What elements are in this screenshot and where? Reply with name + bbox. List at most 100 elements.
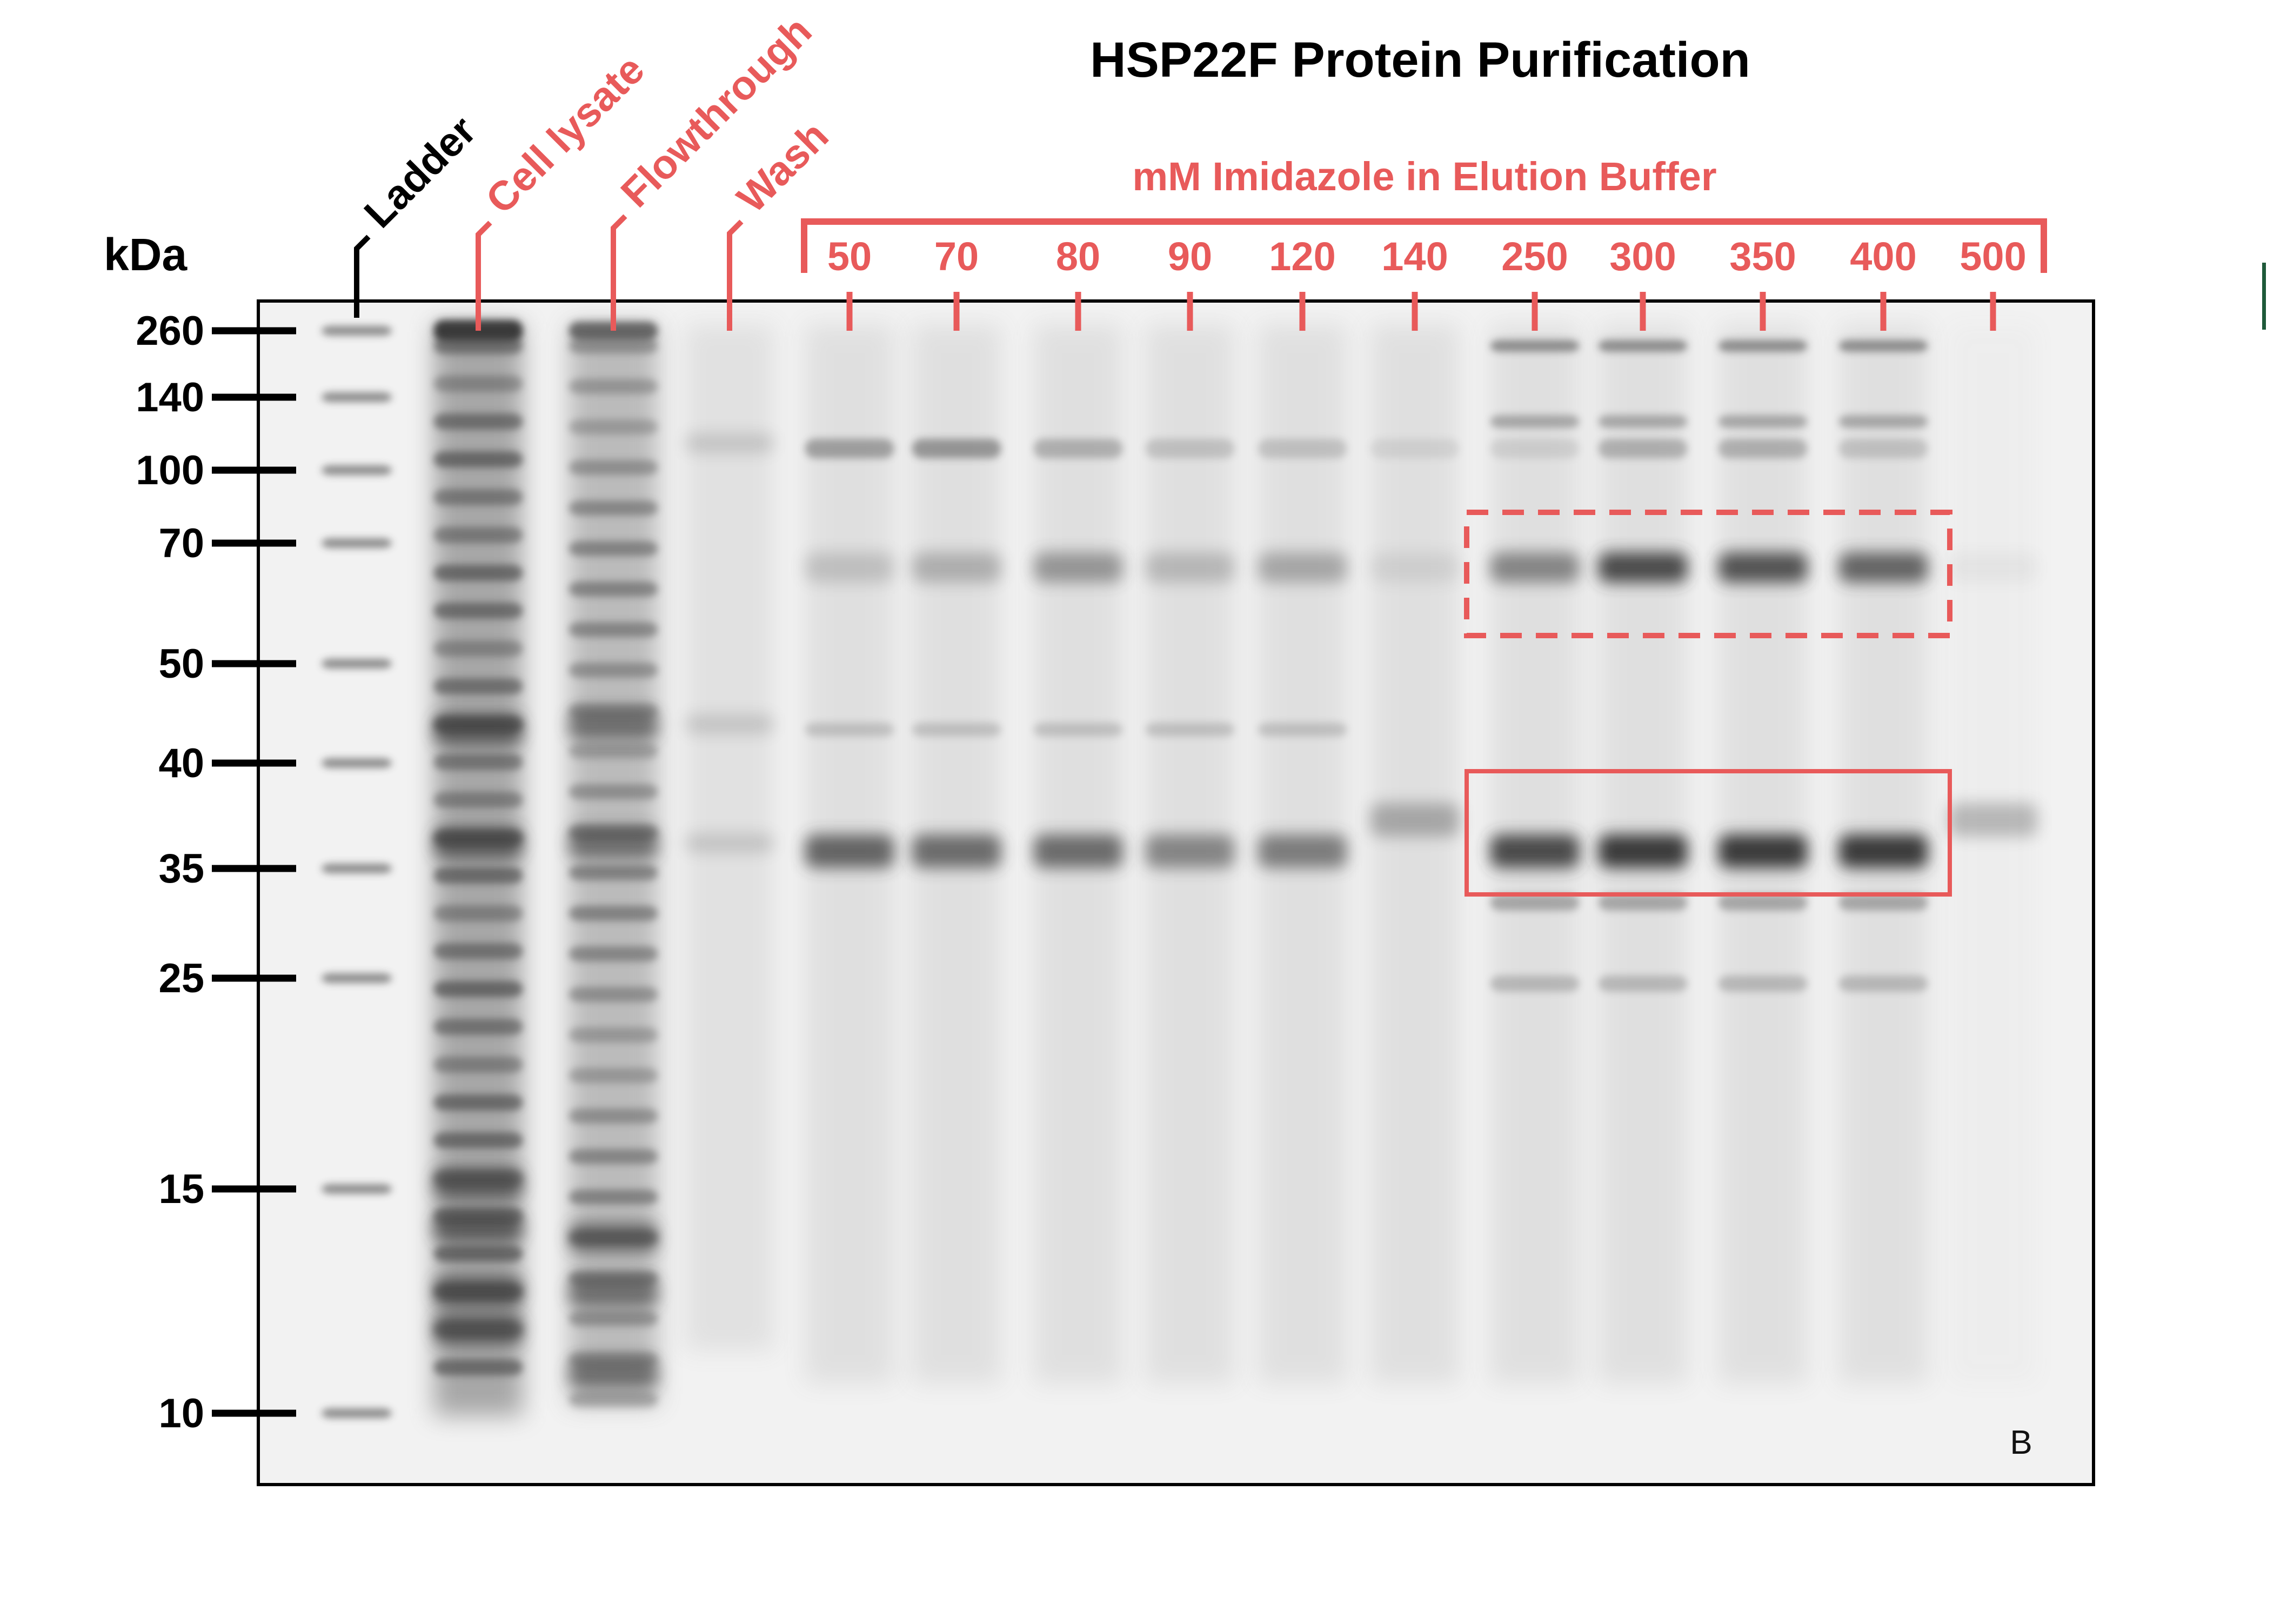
gel-band [433,714,523,745]
gel-band [569,1311,658,1326]
gel-band [322,1184,392,1194]
gel-band [1598,975,1688,992]
elution-bracket: mM Imidazole in Elution Buffer 50 70 80 90 1… [801,154,2047,331]
gel-band [1490,894,1580,911]
gel-band [433,338,523,354]
elution-lane-label: 350 [1729,234,1796,279]
gel-band [569,500,658,516]
gel-band [1598,415,1688,428]
gel-band [433,1277,523,1307]
lane-pointer [476,220,492,331]
gel-band [1258,439,1347,458]
side-mark [2262,263,2266,330]
gel-band [322,392,392,402]
gel-band [569,582,658,597]
elution-lane-label: 400 [1850,234,1916,279]
gel-band [569,1392,658,1407]
gel-band [1258,834,1347,868]
gel-band [433,565,523,581]
gel-band [1598,834,1688,868]
gel-band [569,1277,658,1307]
gel-band [1490,975,1580,992]
gel-band [1838,415,1928,428]
gel-band [433,1314,523,1345]
gel-band [433,1359,523,1375]
gel-band [1490,415,1580,428]
gel-band [805,834,894,868]
gel-band [569,379,658,394]
marker-ticks: 260 140 100 70 50 40 35 25 15 10 [136,308,296,1436]
gel-band [433,527,523,543]
gel-band [1033,723,1123,737]
gel-band [433,1168,523,1199]
gel-band [433,413,523,430]
gel-band [1718,439,1808,458]
gel-band [433,867,523,884]
gel-band [1145,723,1235,737]
gel-band [569,1068,658,1083]
gel-band [912,552,1001,583]
gel-band [1838,894,1928,911]
gel-band [569,1222,658,1253]
gel-band [569,622,658,637]
lane-smear [1949,324,2038,1384]
gel-band [685,714,774,734]
figure-title: HSP22F Protein Purification [1090,32,1750,88]
gel-band [433,451,523,467]
marker-label: 100 [136,447,204,493]
marker-label: 140 [136,375,204,420]
gel-band [1718,894,1808,911]
gel-band [322,758,392,768]
gel-band [1490,552,1580,583]
gel-band [433,376,523,392]
gel-band [569,1149,658,1164]
gel-band [1598,552,1688,583]
gel-band [322,864,392,873]
corner-mark: B [2010,1424,2032,1461]
marker-label: 35 [158,846,204,892]
gel-band [805,723,894,737]
elution-lane-label: 300 [1609,234,1676,279]
gel-band [1838,552,1928,583]
gel-band [1258,552,1347,583]
gel-band [433,981,523,997]
gel-band [569,338,658,353]
gel-band [433,603,523,619]
gel-band [1718,340,1808,352]
gel-band [322,326,392,336]
axis-unit-label: kDa [104,229,188,280]
gel-band [1838,834,1928,868]
gel-band [433,640,523,657]
gel-band [1718,834,1808,868]
gel-band [1033,439,1123,458]
gel-band [1145,834,1235,868]
gel-band [1490,340,1580,352]
gel-band [1490,439,1580,458]
gel-band [569,1108,658,1124]
gel-band [912,723,1001,737]
dashed-box-70kda [1464,510,1952,638]
gel-band [569,946,658,961]
gel-band [569,419,658,435]
gel-band [433,1246,523,1262]
gel-band [1258,723,1347,737]
marker-label: 15 [158,1166,204,1212]
gel-band [433,678,523,694]
gel-band [685,833,774,853]
sample-lane-label: Wash [728,113,837,222]
gel-band [805,552,894,583]
gel-band [1598,340,1688,352]
gel-band [569,709,658,739]
gel-band [433,905,523,921]
elution-lane-label: 250 [1501,234,1568,279]
gel-band [1598,439,1688,458]
sample-lane-label: Ladder [356,108,485,237]
marker-label: 40 [158,740,204,786]
gel-frame [257,299,2095,1486]
gel-band [322,465,392,475]
gel-band [569,1358,658,1388]
gel-band [569,828,658,858]
lane-smear [1370,324,1460,1384]
lane-pointer [727,219,744,331]
